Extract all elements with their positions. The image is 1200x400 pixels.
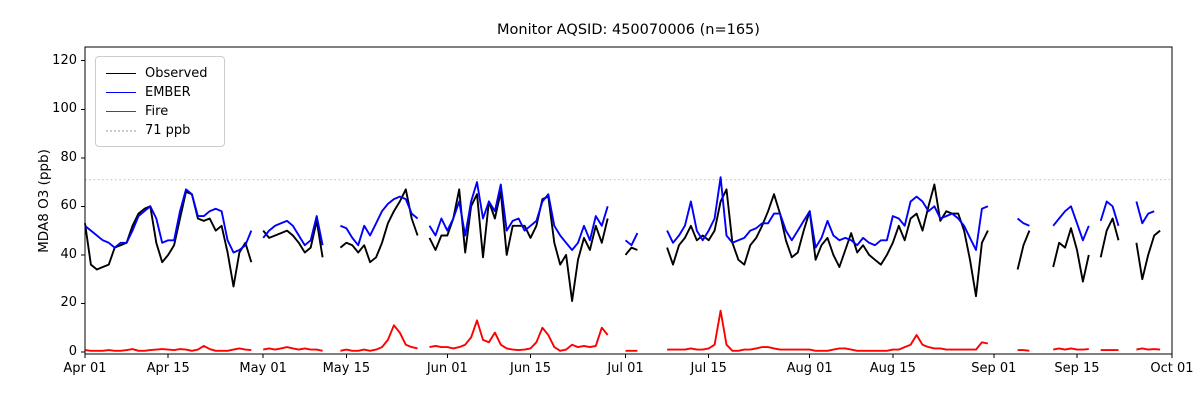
ember-series-line [84, 176, 1155, 254]
x-tick-label: Jul 01 [607, 361, 644, 376]
axes-frame [84, 46, 1173, 355]
y-tick-label: 80 [60, 149, 77, 165]
x-tick-label: May 01 [239, 361, 287, 376]
legend-row-threshold: 71 ppb [106, 121, 214, 140]
y-tick-label: 0 [68, 344, 77, 359]
legend-label-fire: Fire [145, 104, 169, 119]
legend: Observed EMBER Fire 71 ppb [95, 56, 225, 147]
y-tick-label: 40 [60, 246, 77, 262]
y-tick-label: 20 [60, 295, 77, 311]
legend-label-threshold: 71 ppb [145, 123, 191, 138]
observed-line-swatch [106, 73, 136, 74]
x-tick-label: Apr 01 [63, 361, 107, 376]
x-tick-label: Jun 15 [509, 361, 551, 376]
legend-row-fire: Fire [106, 102, 214, 121]
x-tick-label: Aug 01 [786, 361, 833, 376]
legend-label-observed: Observed [145, 66, 208, 81]
chart-title: Monitor AQSID: 450070006 (n=165) [497, 22, 760, 38]
x-tick-label: Jun 01 [426, 361, 468, 376]
y-tick-label: 100 [52, 101, 77, 117]
threshold-line-swatch [106, 129, 136, 132]
fire-line-swatch [106, 111, 136, 112]
x-tick-label: Aug 15 [869, 361, 916, 376]
x-tick-label: May 15 [322, 361, 371, 376]
fire-series-line [84, 309, 1161, 352]
ember-line-swatch [106, 92, 136, 93]
legend-row-ember: EMBER [106, 83, 214, 102]
x-tick-label: Sep 01 [971, 361, 1017, 376]
x-tick-label: Apr 15 [146, 361, 190, 376]
observed-series-line [84, 183, 1161, 302]
legend-row-observed: Observed [106, 64, 214, 83]
x-tick-label: Sep 15 [1054, 361, 1100, 376]
legend-label-ember: EMBER [145, 85, 191, 100]
y-tick-label: 120 [52, 52, 77, 68]
y-tick-label: 60 [60, 198, 77, 214]
x-tick-label: Oct 01 [1150, 361, 1194, 376]
x-tick-label: Jul 15 [690, 361, 727, 376]
